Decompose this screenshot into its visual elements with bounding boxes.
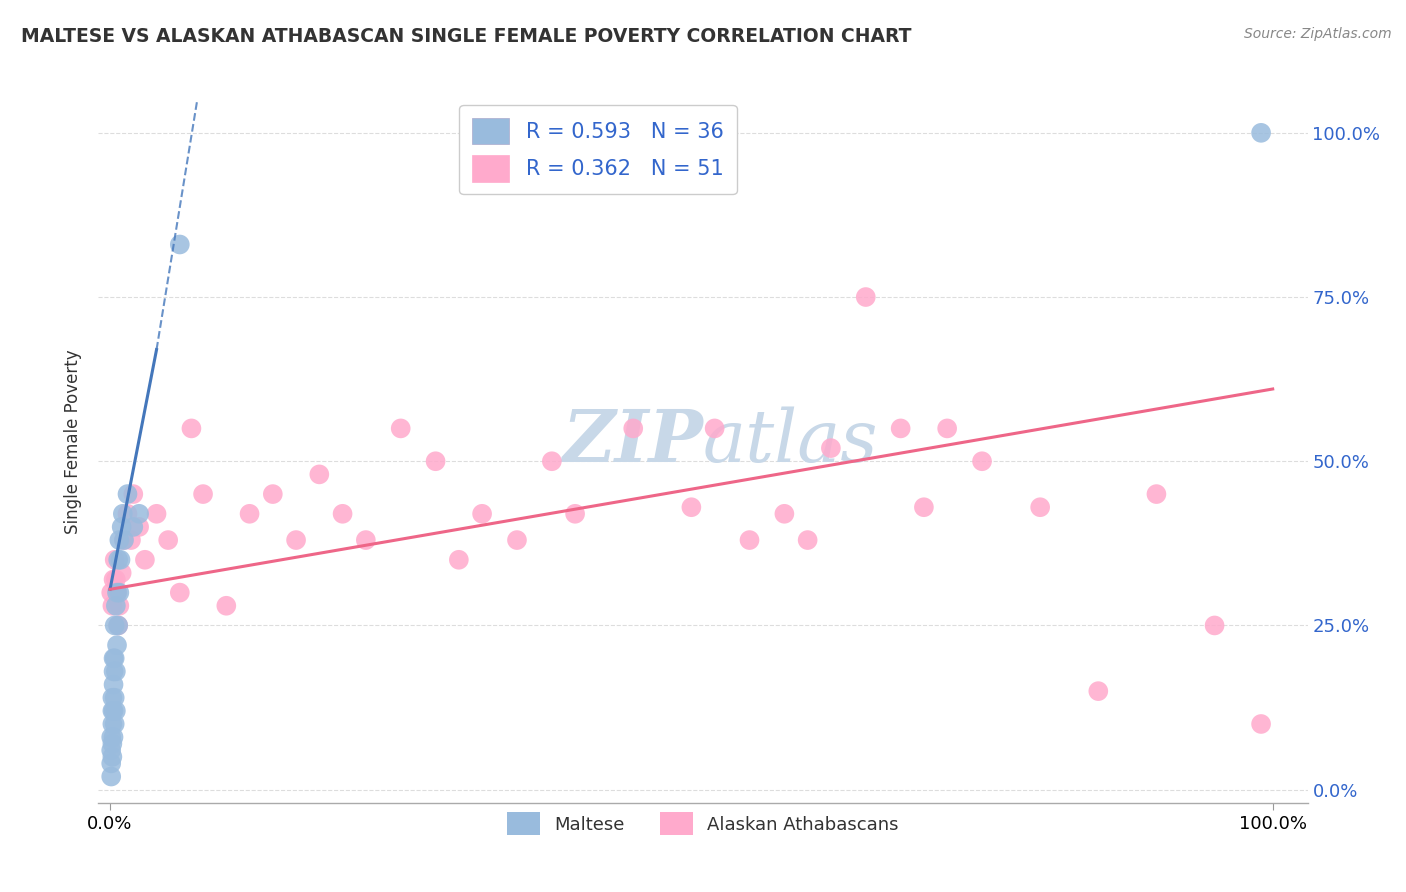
Point	[128, 507, 150, 521]
Text: ZIP: ZIP	[562, 406, 703, 477]
Point	[101, 704, 124, 718]
Point	[100, 730, 122, 744]
Point	[101, 690, 124, 705]
Point	[100, 770, 122, 784]
Point	[540, 454, 562, 468]
Point	[912, 500, 935, 515]
Point	[1250, 126, 1272, 140]
Point	[104, 599, 127, 613]
Point	[1029, 500, 1052, 515]
Point	[103, 730, 125, 744]
Point	[112, 533, 135, 547]
Point	[101, 599, 124, 613]
Point	[169, 237, 191, 252]
Point	[681, 500, 703, 515]
Point	[104, 618, 127, 632]
Point	[145, 507, 167, 521]
Point	[103, 704, 125, 718]
Point	[820, 441, 842, 455]
Point	[621, 421, 644, 435]
Point	[104, 665, 127, 679]
Point	[169, 585, 191, 599]
Point	[936, 421, 959, 435]
Point	[100, 585, 122, 599]
Point	[389, 421, 412, 435]
Point	[1087, 684, 1109, 698]
Point	[105, 585, 128, 599]
Point	[110, 553, 132, 567]
Point	[112, 533, 135, 547]
Point	[285, 533, 308, 547]
Point	[101, 717, 124, 731]
Point	[425, 454, 447, 468]
Point	[308, 467, 330, 482]
Point	[262, 487, 284, 501]
Point	[1144, 487, 1167, 501]
Text: atlas: atlas	[703, 406, 879, 477]
Point	[100, 743, 122, 757]
Legend: Maltese, Alaskan Athabascans: Maltese, Alaskan Athabascans	[498, 803, 908, 845]
Point	[890, 421, 912, 435]
Point	[332, 507, 354, 521]
Point	[103, 665, 125, 679]
Point	[104, 553, 127, 567]
Y-axis label: Single Female Poverty: Single Female Poverty	[65, 350, 83, 533]
Point	[108, 585, 131, 599]
Point	[117, 487, 139, 501]
Point	[122, 487, 145, 501]
Point	[191, 487, 214, 501]
Point	[564, 507, 586, 521]
Point	[107, 618, 129, 632]
Point	[215, 599, 238, 613]
Point	[104, 651, 127, 665]
Point	[134, 553, 156, 567]
Point	[107, 553, 129, 567]
Point	[105, 585, 128, 599]
Point	[773, 507, 796, 521]
Point	[128, 520, 150, 534]
Point	[101, 749, 124, 764]
Point	[447, 553, 470, 567]
Point	[108, 599, 131, 613]
Point	[103, 651, 125, 665]
Point	[101, 737, 124, 751]
Point	[738, 533, 761, 547]
Point	[107, 618, 129, 632]
Point	[796, 533, 818, 547]
Point	[1204, 618, 1226, 632]
Point	[104, 573, 127, 587]
Point	[703, 421, 725, 435]
Point	[354, 533, 377, 547]
Point	[104, 704, 127, 718]
Point	[103, 573, 125, 587]
Point	[100, 756, 122, 771]
Point	[105, 638, 128, 652]
Point	[111, 520, 134, 534]
Point	[111, 566, 134, 580]
Text: MALTESE VS ALASKAN ATHABASCAN SINGLE FEMALE POVERTY CORRELATION CHART: MALTESE VS ALASKAN ATHABASCAN SINGLE FEM…	[21, 27, 911, 45]
Point	[471, 507, 494, 521]
Point	[104, 690, 127, 705]
Point	[120, 533, 142, 547]
Point	[239, 507, 262, 521]
Point	[855, 290, 877, 304]
Point	[111, 507, 134, 521]
Point	[108, 533, 131, 547]
Point	[970, 454, 993, 468]
Point	[157, 533, 180, 547]
Point	[103, 677, 125, 691]
Text: Source: ZipAtlas.com: Source: ZipAtlas.com	[1244, 27, 1392, 41]
Point	[180, 421, 202, 435]
Point	[117, 507, 139, 521]
Point	[506, 533, 529, 547]
Point	[1250, 717, 1272, 731]
Point	[104, 717, 127, 731]
Point	[122, 520, 145, 534]
